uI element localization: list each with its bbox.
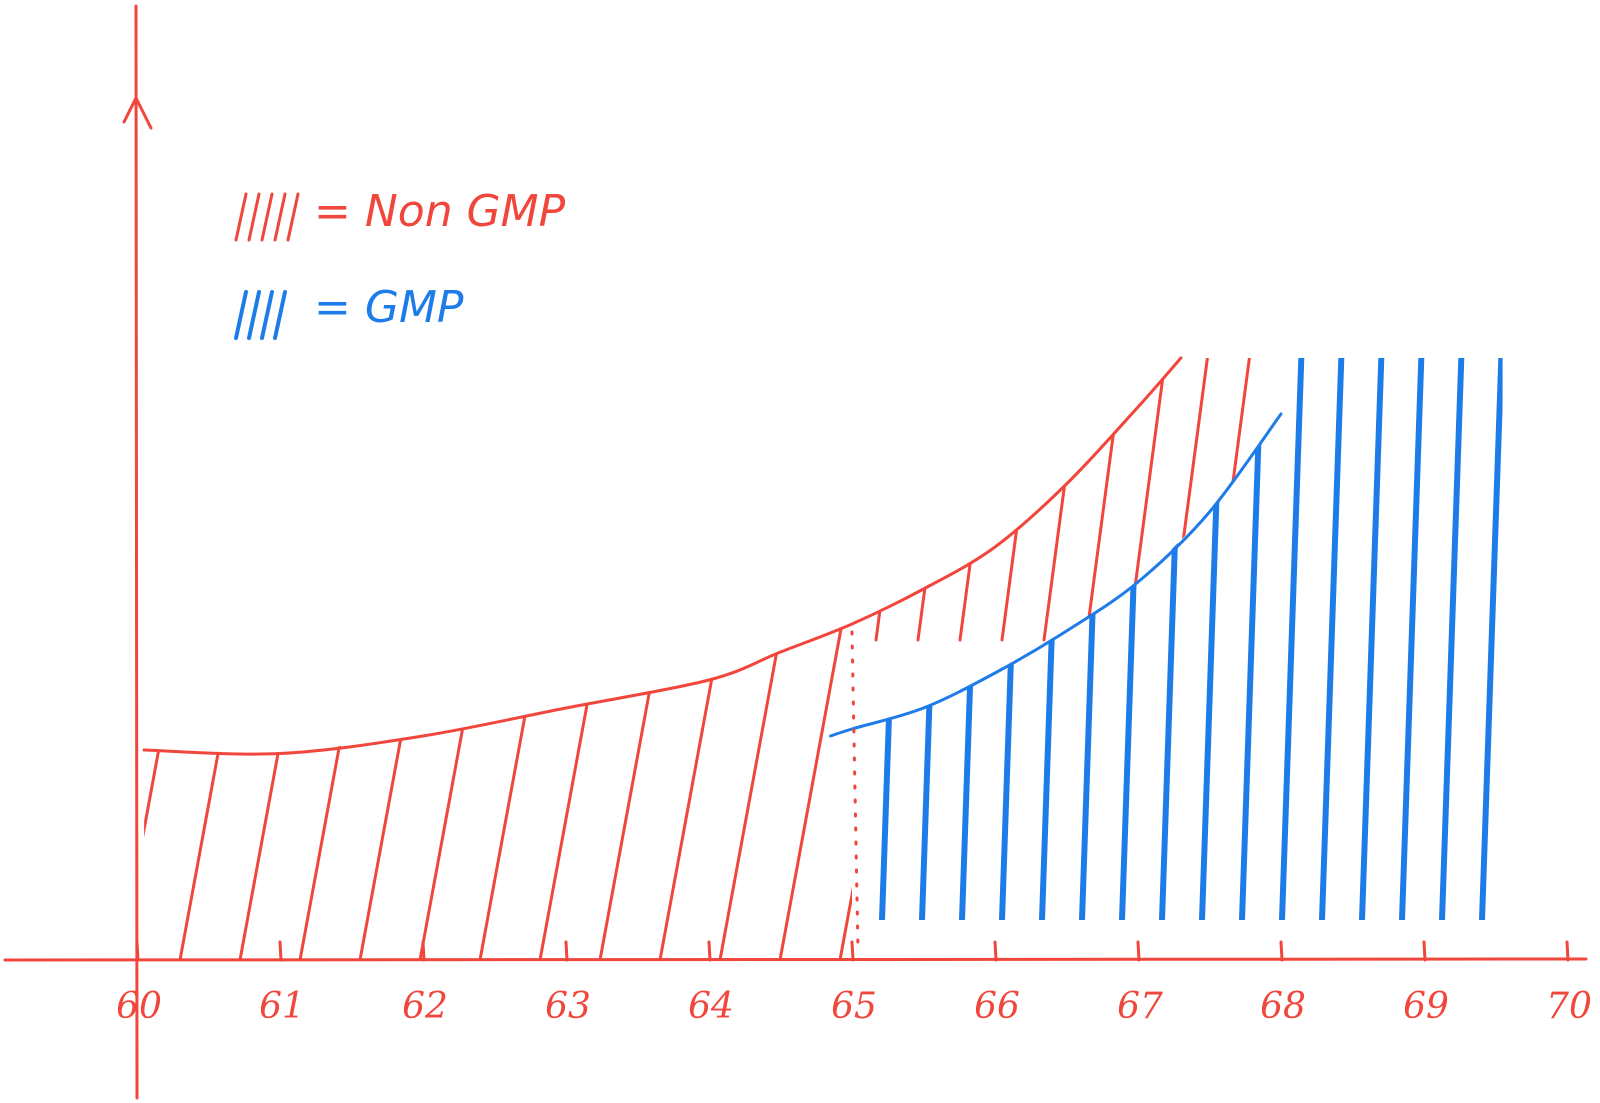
legend-item-gmp: = GMP (234, 282, 464, 340)
non-gmp-hatch-stroke (874, 358, 943, 642)
x-tick-label: 66 (974, 986, 1020, 1027)
axes (3, 4, 1588, 1100)
legend-label-gmp: = GMP (314, 282, 464, 333)
non-gmp-hatch-stroke (598, 624, 672, 960)
x-tick-label: 65 (831, 986, 877, 1027)
legend-swatch-stroke (247, 192, 261, 242)
y-axis (134, 4, 139, 1100)
gmp-hatch-stroke (1079, 358, 1107, 920)
non-gmp-hatch-stroke (1296, 150, 1361, 640)
non-gmp-hatch-stroke (916, 358, 985, 642)
x-tick-mark (1279, 940, 1284, 962)
x-tick-label: 69 (1403, 986, 1449, 1027)
non-gmp-hatch-stroke (778, 624, 852, 960)
non-gmp-hatch-stroke (178, 624, 252, 960)
x-ticks: 60 61 62 63 64 65 66 67 68 69 70 (116, 940, 1592, 1027)
gmp-hatch-stroke (1359, 358, 1387, 920)
non-gmp-hatch-stroke (538, 624, 612, 960)
non-gmp-hatch-stroke (358, 624, 432, 960)
x-axis (3, 957, 1588, 962)
x-tick-mark (135, 940, 140, 962)
legend-swatch-stroke (273, 290, 287, 340)
x-tick-label: 60 (116, 986, 162, 1027)
gmp-hatch-stroke (1479, 358, 1503, 920)
gmp-hatch-stroke (1319, 358, 1347, 920)
non-gmp-hatch-stroke (478, 624, 552, 960)
x-tick-label: 64 (688, 986, 734, 1027)
x-tick-label: 67 (1117, 986, 1163, 1027)
cutoff-line-65 (850, 630, 860, 952)
non-gmp-hatch-stroke (1126, 358, 1195, 642)
gmp-hatch-stroke (1239, 358, 1267, 920)
gmp-hatch-stroke (1399, 358, 1427, 920)
non-gmp-hatch-stroke (958, 358, 1027, 642)
x-tick-label: 63 (545, 986, 591, 1027)
non-gmp-hatch-stroke (1042, 358, 1111, 642)
y-axis-arrow (122, 94, 153, 130)
legend-swatch-stroke (273, 192, 287, 242)
x-tick-mark (850, 940, 855, 962)
legend-swatch-gmp (234, 290, 287, 340)
legend-swatch-non-gmp (234, 192, 300, 242)
legend-label-non-gmp: = Non GMP (314, 186, 566, 237)
gmp-hatch-stroke (1119, 358, 1147, 920)
non-gmp-hatch-stroke (1168, 358, 1237, 642)
non-gmp-hatch-stroke (852, 358, 901, 642)
x-tick-mark (707, 940, 712, 962)
x-tick-label: 62 (402, 986, 448, 1027)
non-gmp-hatch-stroke (718, 624, 792, 960)
x-tick-mark (278, 940, 283, 962)
non-gmp-hatch-stroke (1252, 358, 1274, 642)
x-tick-mark (1565, 940, 1570, 962)
legend-swatch-stroke (234, 290, 248, 340)
gmp-hatch-stroke (1279, 358, 1307, 920)
legend-swatch-stroke (286, 192, 300, 242)
x-tick-mark (993, 940, 998, 962)
gmp-hatch-stroke (999, 358, 1027, 920)
legend-swatch-stroke (260, 290, 274, 340)
gmp-hatch-stroke (1039, 358, 1067, 920)
gmp-hatching (879, 358, 1503, 920)
x-tick-label: 61 (259, 986, 305, 1027)
non-gmp-hatch-stroke (852, 358, 859, 642)
x-tick-mark (421, 940, 426, 962)
legend-swatch-stroke (247, 290, 261, 340)
non-gmp-hatch-stroke (658, 624, 732, 960)
non-gmp-hatch-stroke (838, 624, 853, 960)
non-gmp-hatch-stroke (1084, 358, 1153, 642)
non-gmp-hatch-stroke (1000, 358, 1069, 642)
legend: = Non GMP = GMP (234, 186, 566, 340)
legend-item-non-gmp: = Non GMP (234, 186, 566, 242)
non-gmp-hatch-stroke (238, 624, 312, 960)
legend-swatch-stroke (260, 192, 274, 242)
x-tick-label: 70 (1546, 986, 1592, 1027)
gmp-hatch-stroke (919, 358, 947, 920)
non-gmp-hatch-stroke (418, 624, 492, 960)
x-tick-mark (564, 940, 569, 962)
x-tick-mark (1136, 940, 1141, 962)
x-tick-mark (1422, 940, 1427, 962)
gmp-curve (829, 412, 1283, 738)
non-gmp-curve (142, 356, 1183, 756)
non-gmp-hatch-stroke (1210, 358, 1274, 642)
legend-swatch-stroke (234, 192, 248, 242)
non-gmp-hatch-stroke (298, 624, 372, 960)
gmp-hatch-stroke (1439, 358, 1467, 920)
non-gmp-hatch-stroke (144, 624, 192, 960)
x-tick-label: 68 (1260, 986, 1306, 1027)
